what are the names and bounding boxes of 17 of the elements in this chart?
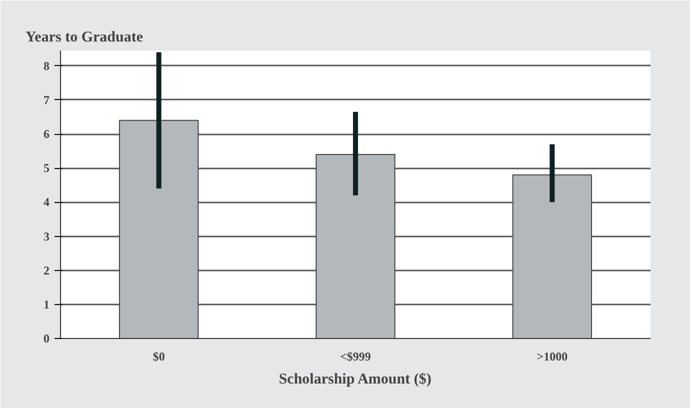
y-tick-label: 3 (44, 229, 50, 244)
y-tick-label: 2 (44, 263, 50, 278)
y-tick-label: 8 (44, 58, 50, 73)
y-tick-label: 6 (44, 127, 50, 142)
y-tick-label: 1 (44, 297, 50, 312)
y-tick-label: 7 (44, 92, 50, 107)
bar (119, 120, 199, 338)
y-tick-label: 4 (44, 195, 50, 210)
x-axis-title: Scholarship Amount ($) (278, 372, 432, 388)
y-tick-label: 5 (44, 161, 50, 176)
y-tick-label: 0 (44, 332, 50, 346)
bar (512, 174, 592, 338)
x-tick-label: $0 (152, 350, 165, 364)
y-axis-title: Years to Graduate (26, 30, 144, 46)
x-tick-label: <$999 (340, 350, 371, 364)
bar (316, 154, 396, 338)
x-tick-label: >1000 (536, 350, 568, 364)
